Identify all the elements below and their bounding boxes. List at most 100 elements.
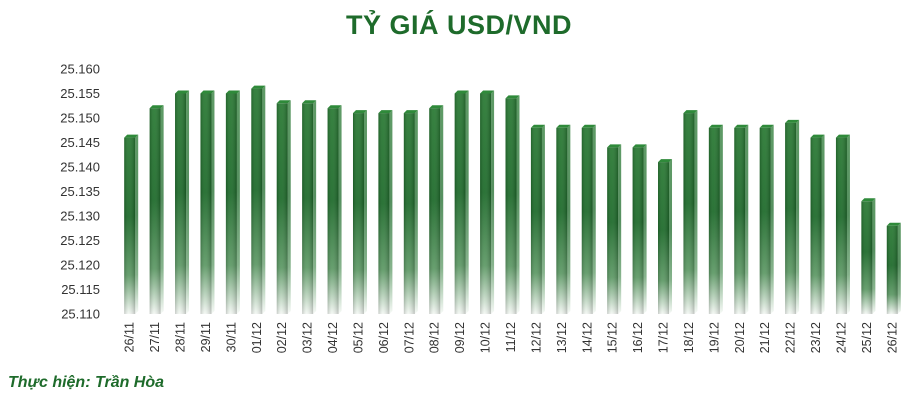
bar-top [810,134,825,138]
bar-shade [835,137,847,314]
bar-top [658,159,673,163]
bar [149,105,164,314]
y-tick-label: 25.125 [60,233,100,248]
bar [734,124,749,314]
bar-top [835,134,850,138]
bar [759,124,774,314]
bar-side [897,222,901,314]
bar [886,222,901,314]
x-tick-label: 16/12 [631,322,645,353]
bar-shade [861,201,873,314]
x-tick-label: 15/12 [606,322,620,353]
x-tick-label: 01/12 [250,322,264,353]
y-tick-label: 25.140 [60,160,100,175]
x-tick-label: 19/12 [707,322,721,353]
bar [530,124,545,314]
x-tick-label: 14/12 [580,322,594,353]
bar [607,144,622,314]
bar-top [886,222,901,226]
bar [352,110,367,314]
bar-shade [708,127,720,314]
bar-side [363,110,367,314]
bar-top [505,95,520,99]
bar-shade [378,113,390,314]
bar-shade [225,93,237,314]
bar-top [124,134,139,138]
bar-shade [480,93,492,314]
bar-shade [200,93,212,314]
y-tick-label: 25.150 [60,111,100,126]
bar-shade [810,137,822,314]
bar [454,90,469,314]
bar-shade [785,122,797,315]
bar-side [618,144,622,314]
bar-side [491,90,495,314]
bar-side [846,134,850,314]
bar-top [607,144,622,148]
bar-side [745,124,749,314]
bar-side [719,124,723,314]
bar-shade [607,147,619,314]
x-tick-label: 09/12 [453,322,467,353]
x-axis: 26/11 27/11 28/11 29/11 30/11 01/12 02/12 03/12… [123,322,900,353]
x-tick-label: 07/12 [402,322,416,353]
bar-side [186,90,190,314]
x-tick-label: 06/12 [377,322,391,353]
x-tick-label: 12/12 [529,322,543,353]
x-tick-label: 18/12 [682,322,696,353]
bar-shade [149,108,161,314]
bar-shade [759,127,771,314]
bar-top [556,124,571,128]
bar [658,159,673,314]
bar-side [669,159,673,314]
x-tick-label: 11/12 [504,322,518,352]
bar-top [632,144,647,148]
bar-top [225,90,240,94]
bar [708,124,723,314]
bar [683,110,698,314]
bar [124,134,139,314]
bar-top [708,124,723,128]
bar-side [821,134,825,314]
chart-title: TỶ GIÁ USD/VND [345,10,573,40]
bar [835,134,850,314]
bar-side [465,90,469,314]
bar-shade [251,88,263,314]
x-tick-label: 08/12 [428,322,442,353]
x-tick-label: 20/12 [733,322,747,353]
bar-shade [581,127,593,314]
y-tick-label: 25.155 [60,86,100,101]
bar-side [313,100,317,314]
bar-shade [454,93,466,314]
x-tick-label: 05/12 [351,322,365,353]
x-tick-label: 28/11 [174,322,188,352]
bar-side [770,124,774,314]
bar-top [200,90,215,94]
bar [785,119,800,315]
bar [276,100,291,314]
bar-shade [276,103,288,314]
bar-shade [352,113,364,314]
y-tick-label: 25.120 [60,258,100,273]
bar-side [567,124,571,314]
bar-top [251,85,266,89]
bar [200,90,215,314]
bar-top [530,124,545,128]
bar-side [694,110,698,314]
bar-shade [124,137,136,314]
y-tick-label: 25.110 [61,307,100,322]
bar-shade [530,127,542,314]
bar-side [541,124,545,314]
bar-side [338,105,342,314]
y-tick-label: 25.135 [60,184,100,199]
bar-top [149,105,164,109]
x-tick-label: 21/12 [758,322,772,353]
bar-shade [327,108,339,314]
bar-top [861,198,876,202]
y-tick-label: 25.130 [60,209,100,224]
bar-top [327,105,342,109]
x-tick-label: 24/12 [834,322,848,353]
x-tick-label: 25/12 [860,322,874,353]
bar-side [414,110,418,314]
x-tick-label: 17/12 [657,322,671,353]
